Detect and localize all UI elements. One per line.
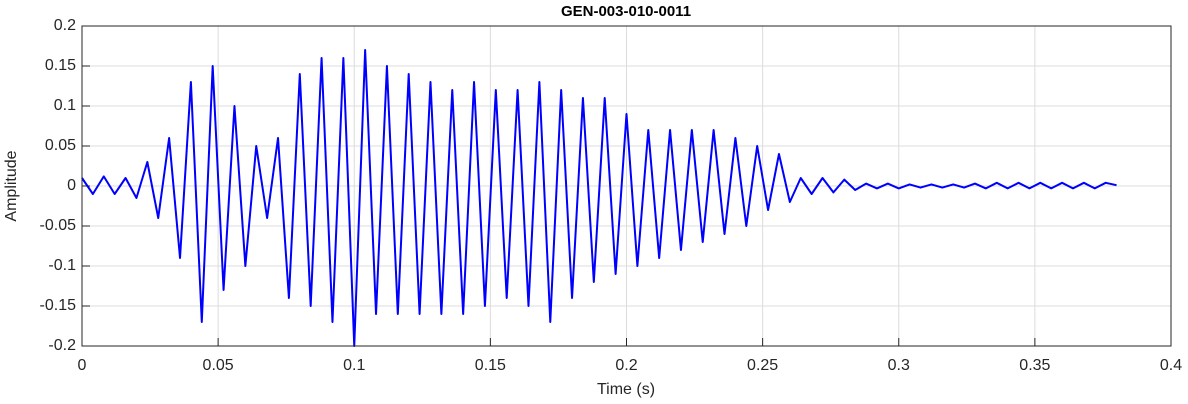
y-tick-label: 0.2 bbox=[54, 17, 76, 34]
plot bbox=[81, 49, 1117, 347]
grid bbox=[81, 25, 1172, 347]
y-tick-label: -0.2 bbox=[48, 337, 76, 354]
y-tick-label: 0.15 bbox=[45, 57, 76, 74]
x-tick-label: 0.05 bbox=[203, 357, 234, 374]
y-tick-label: 0.1 bbox=[54, 97, 76, 114]
x-tick-label: 0.2 bbox=[615, 357, 637, 374]
y-tick-label: -0.05 bbox=[40, 217, 77, 234]
y-tick-label: 0 bbox=[67, 177, 76, 194]
y-tick-label: -0.15 bbox=[40, 297, 77, 314]
x-tick-label: 0.1 bbox=[343, 357, 365, 374]
x-tick-label: 0.25 bbox=[747, 357, 778, 374]
x-tick-label: 0 bbox=[78, 357, 87, 374]
x-tick-label: 0.35 bbox=[1019, 357, 1050, 374]
waveform-line bbox=[81, 49, 1117, 347]
y-tick-label: -0.1 bbox=[48, 257, 76, 274]
x-tick-label: 0.15 bbox=[475, 357, 506, 374]
x-axis-label: Time (s) bbox=[597, 381, 655, 398]
axes-frame bbox=[81, 25, 1172, 347]
y-axis-label: Amplitude bbox=[3, 150, 20, 221]
x-tick-label: 0.3 bbox=[888, 357, 910, 374]
x-tick-label: 0.4 bbox=[1160, 357, 1182, 374]
chart-title: GEN-003-010-0011 bbox=[561, 3, 691, 20]
y-tick-label: 0.05 bbox=[45, 137, 76, 154]
